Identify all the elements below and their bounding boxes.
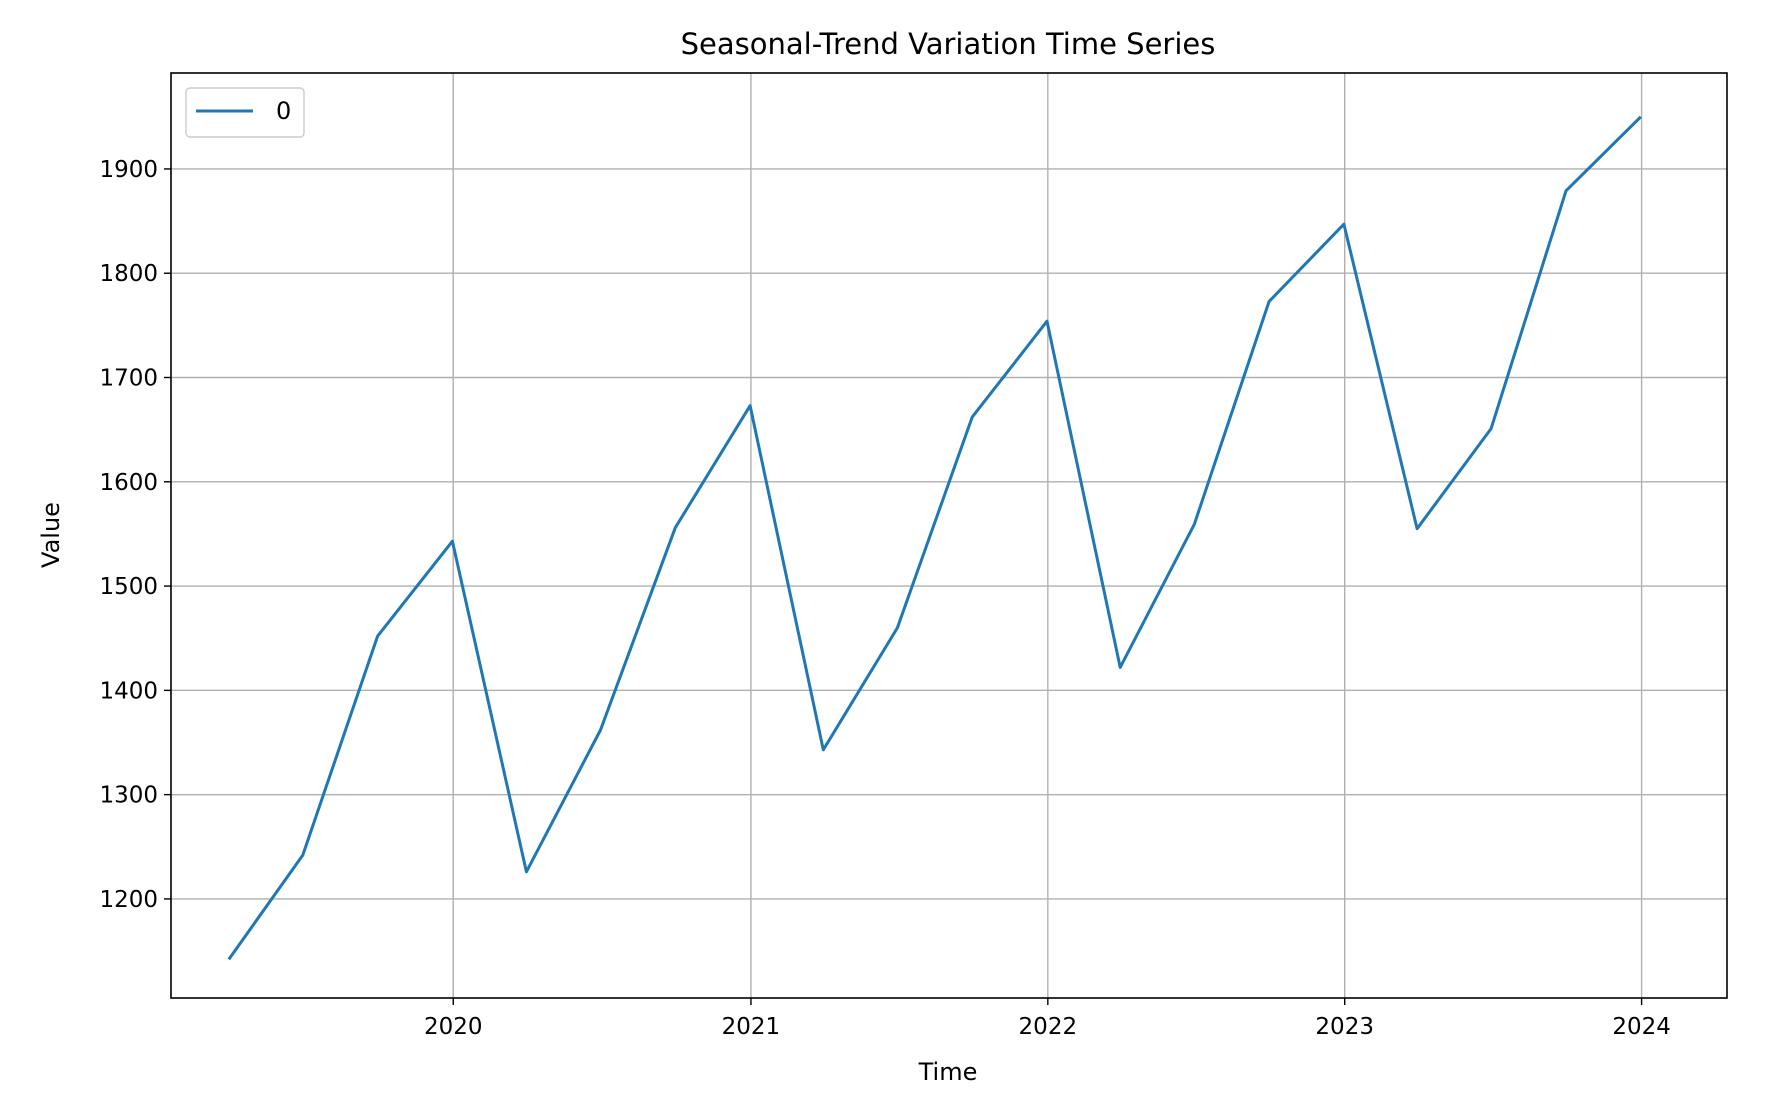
x-axis-label: Time bbox=[918, 1058, 978, 1086]
x-tick-label: 2023 bbox=[1315, 1014, 1374, 1040]
y-axis-label: Value bbox=[37, 502, 65, 568]
legend-label: 0 bbox=[276, 97, 291, 125]
y-tick-label: 1900 bbox=[99, 157, 158, 183]
plot-frame bbox=[170, 72, 1728, 999]
x-tick-label: 2020 bbox=[424, 1014, 483, 1040]
x-tick-label: 2021 bbox=[722, 1014, 781, 1040]
chart-title: Seasonal-Trend Variation Time Series bbox=[681, 27, 1216, 61]
y-tick-label: 1500 bbox=[99, 574, 158, 600]
x-tick-label: 2022 bbox=[1019, 1014, 1078, 1040]
y-axis-ticks: 1200 1300 1400 1500 1600 1700 1800 1900 bbox=[99, 157, 171, 913]
x-tick-label: 2024 bbox=[1612, 1014, 1671, 1040]
series-line bbox=[227, 115, 1642, 961]
y-tick-label: 1700 bbox=[99, 366, 158, 392]
series-layer bbox=[227, 115, 1642, 961]
y-tick-label: 1200 bbox=[99, 887, 158, 913]
grid-lines bbox=[171, 73, 1727, 998]
y-tick-label: 1300 bbox=[99, 783, 158, 809]
y-tick-label: 1800 bbox=[99, 261, 158, 287]
x-axis-ticks: 2020 2021 2022 2023 2024 bbox=[424, 998, 1671, 1040]
y-tick-label: 1400 bbox=[99, 678, 158, 704]
y-tick-label: 1600 bbox=[99, 470, 158, 496]
legend: 0 bbox=[185, 87, 305, 138]
